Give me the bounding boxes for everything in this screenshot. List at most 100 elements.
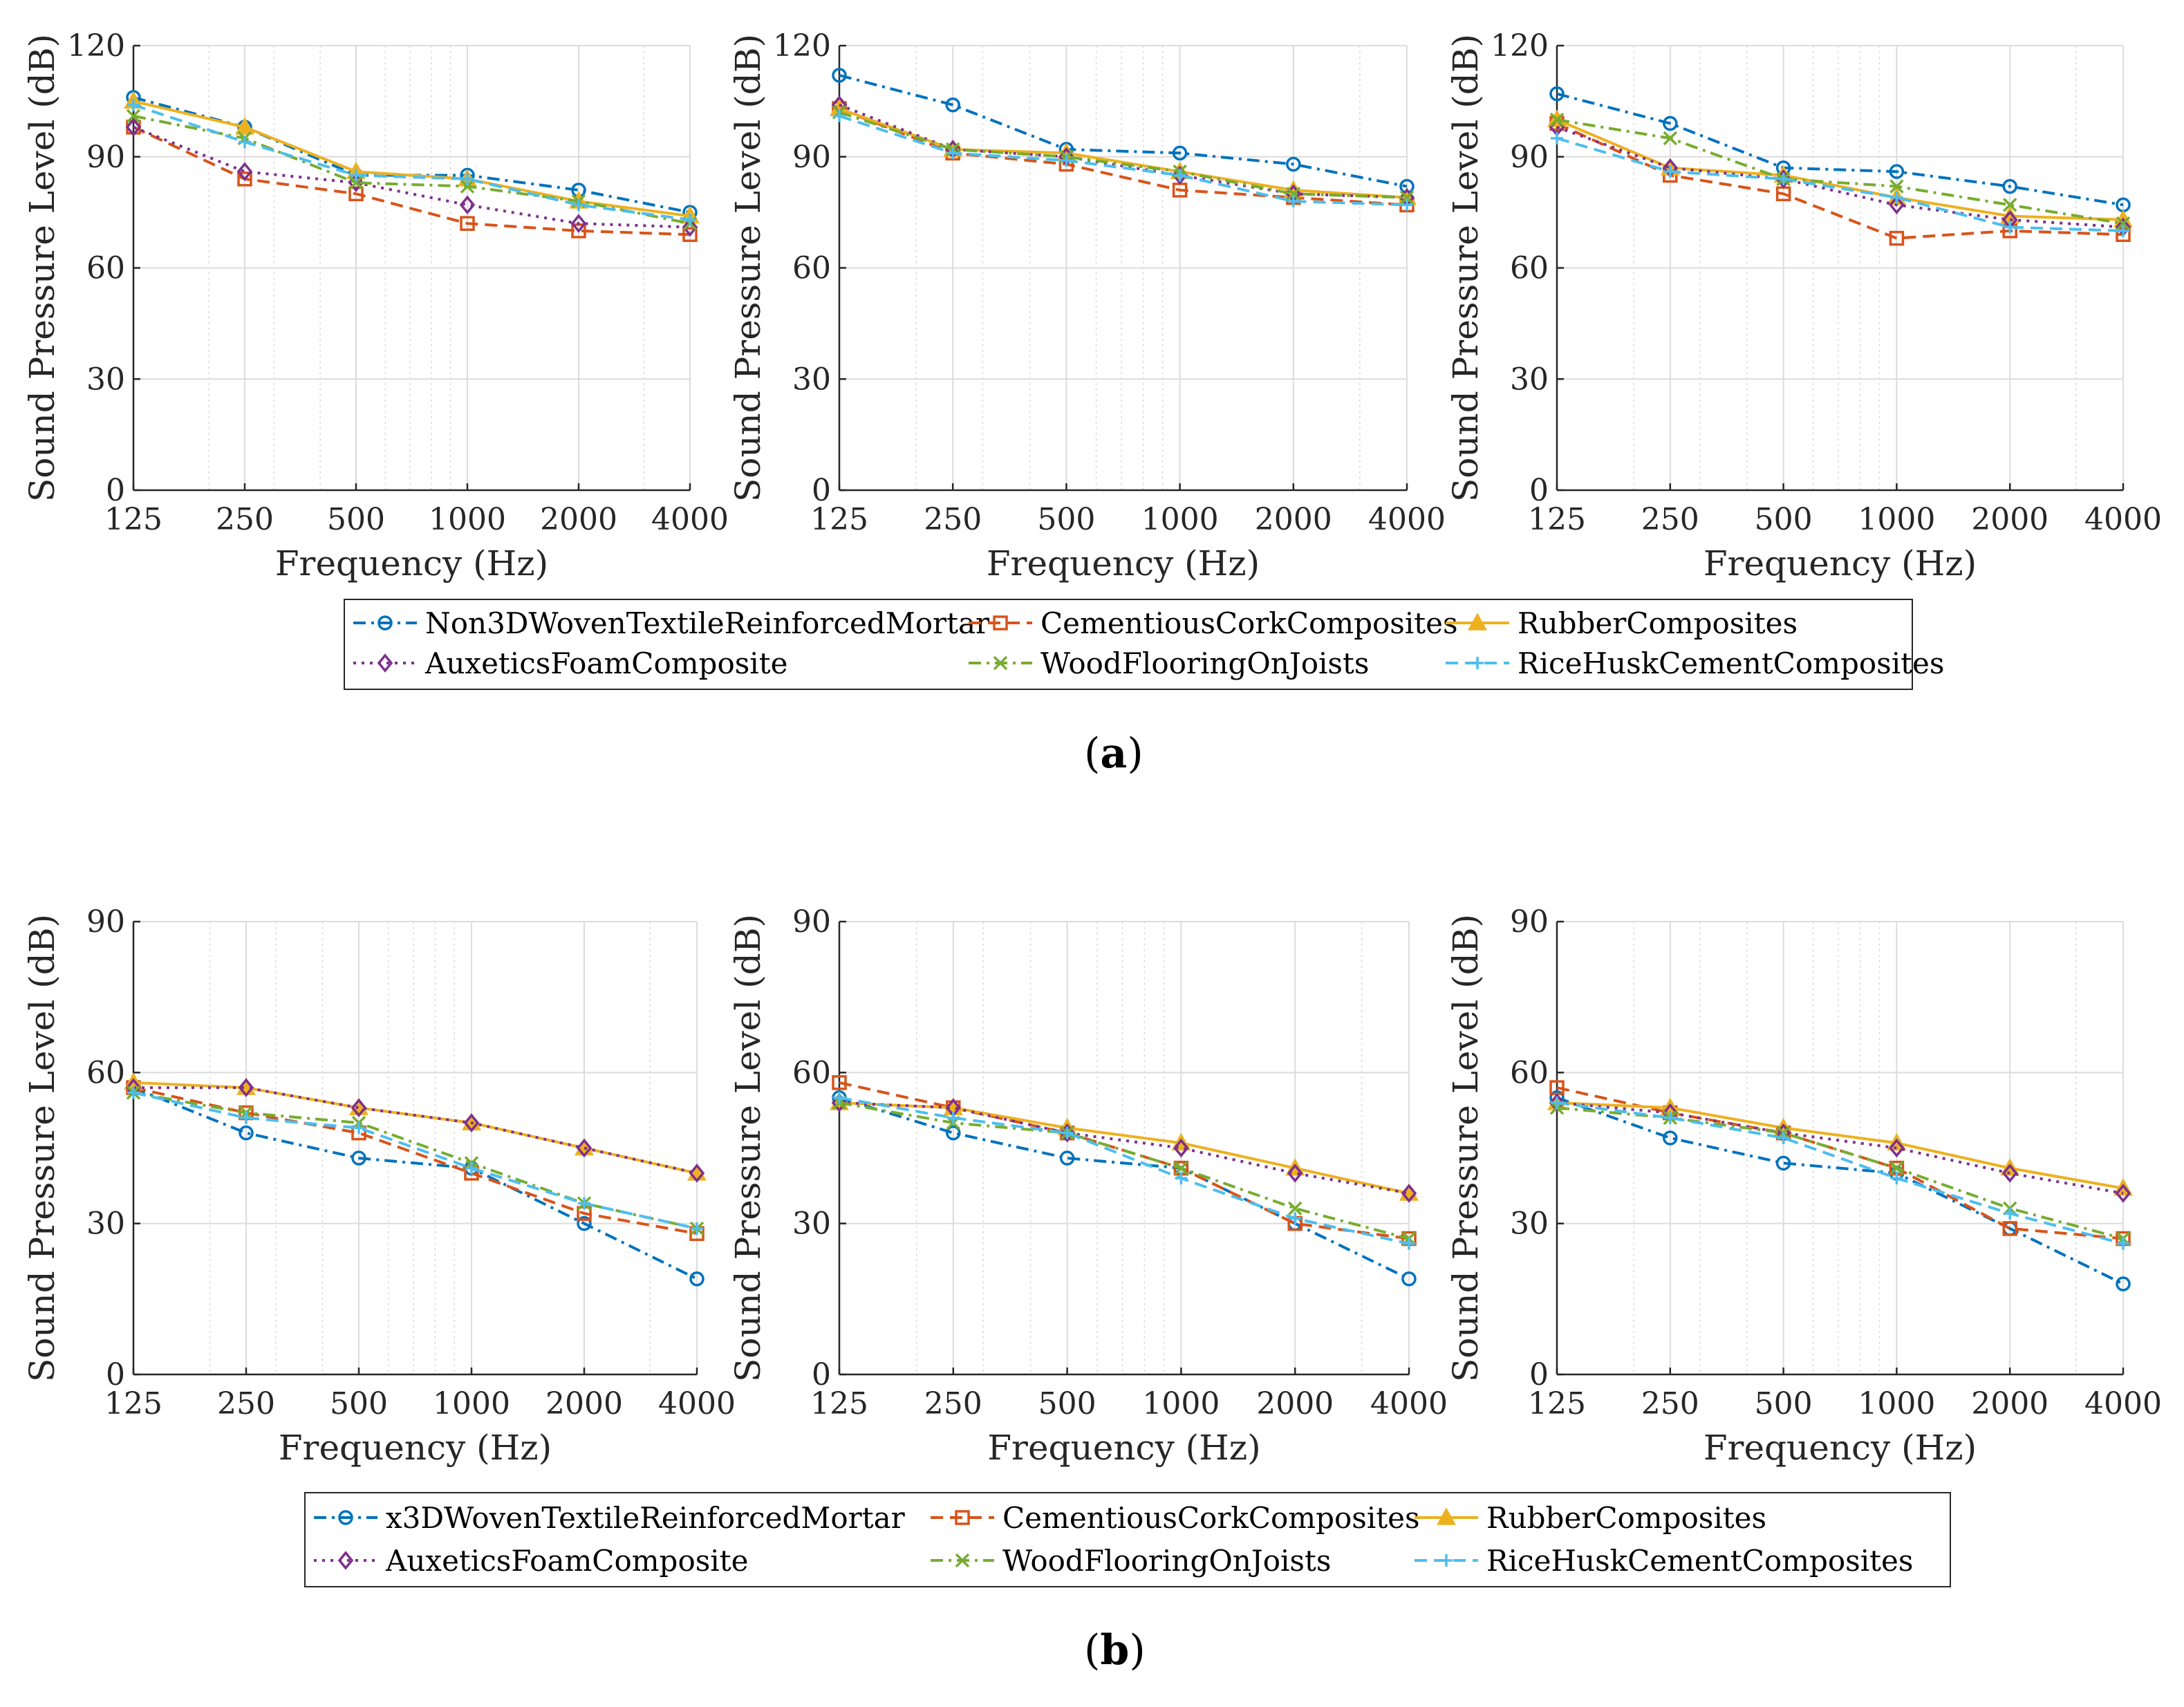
data-point — [2002, 198, 2017, 212]
legend-b-label-2: RubberComposites — [1486, 1500, 1767, 1535]
series-line — [839, 1096, 1410, 1280]
data-point — [1287, 1164, 1303, 1183]
data-point — [2116, 216, 2131, 231]
data-point — [577, 1215, 592, 1231]
data-point — [236, 162, 253, 181]
data-point — [684, 213, 696, 226]
y-tick-label: 0 — [1529, 1357, 1549, 1392]
x-axis-title: Frequency (Hz) — [1704, 1428, 1977, 1468]
series-5 — [127, 1086, 703, 1235]
data-point — [125, 118, 142, 137]
data-point — [2002, 1221, 2017, 1236]
data-point — [239, 1125, 254, 1141]
legend-a-swatch-2 — [1446, 613, 1509, 631]
y-tick-label: 60 — [792, 1055, 831, 1090]
series-line — [133, 1091, 698, 1230]
legend-b-swatch-3 — [314, 1551, 377, 1570]
panel-label-a-letter: a — [1100, 729, 1128, 778]
y-tick-label: 60 — [86, 251, 125, 286]
y-axis-title: Sound Pressure Level (dB) — [728, 34, 768, 502]
legend-a-item-3: AuxeticsFoamComposite — [351, 646, 787, 680]
panel-label-a: (a) — [1084, 729, 1144, 778]
series-0 — [1549, 1090, 2131, 1291]
x-axis-title: Frequency (Hz) — [987, 1428, 1260, 1468]
legend-swatch-marker — [338, 1510, 353, 1525]
x-tick-label: 4000 — [651, 502, 729, 537]
series-line — [133, 114, 691, 225]
data-point — [1551, 131, 1563, 144]
x-tick-label: 250 — [1641, 502, 1699, 537]
series-line — [133, 1086, 698, 1235]
legend-a-swatch-0 — [353, 615, 417, 631]
data-point — [832, 1075, 847, 1090]
legend-swatch-marker — [337, 1551, 354, 1570]
y-tick-label: 30 — [792, 362, 831, 397]
y-tick-label: 30 — [1510, 1206, 1549, 1242]
x-tick-label: 500 — [1038, 1386, 1096, 1421]
data-point — [1777, 172, 1790, 185]
data-point — [239, 136, 251, 149]
legend-a-label-3: AuxeticsFoamComposite — [425, 646, 788, 680]
data-point — [833, 1091, 846, 1104]
data-point — [1777, 1131, 1790, 1144]
series-1 — [126, 1080, 704, 1241]
series-0 — [126, 1080, 704, 1287]
x-tick-label: 250 — [217, 1386, 275, 1421]
series-line — [839, 114, 1408, 207]
legend-b-label-3: AuxeticsFoamComposite — [386, 1543, 749, 1578]
y-axis-title: Sound Pressure Level (dB) — [22, 914, 62, 1382]
legend-b-swatch-4 — [931, 1553, 994, 1568]
series-0 — [126, 90, 698, 220]
data-point — [946, 1111, 960, 1124]
series-3 — [125, 1078, 705, 1183]
x-tick-label: 125 — [810, 502, 868, 537]
chart-panel-a-3: 0 30 60 90 120 125 250 500 1000 2000 4000 Frequency… — [1446, 28, 2162, 584]
series-0 — [832, 68, 1415, 194]
chart-panel-b-3: 0 30 60 90 125 250 500 1000 2000 4000 Frequency (H… — [1446, 904, 2162, 1468]
legend-swatch-marker — [1468, 613, 1487, 631]
x-tick-label: 4000 — [2084, 502, 2162, 537]
data-point — [1663, 165, 1677, 178]
data-point — [689, 1271, 704, 1287]
data-point — [1403, 1237, 1415, 1250]
y-tick-label: 60 — [792, 251, 831, 286]
data-point — [351, 1150, 366, 1166]
legend-a-label-1: CementiousCorkComposites — [1040, 606, 1458, 640]
data-point — [127, 1086, 140, 1099]
data-point — [2117, 1237, 2129, 1250]
y-tick-label: 90 — [86, 904, 125, 940]
series-4 — [1549, 112, 2131, 231]
y-tick-label: 90 — [1510, 904, 1549, 940]
x-tick-label: 4000 — [658, 1386, 736, 1421]
legend-a-item-4: WoodFlooringOnJoists — [966, 646, 1369, 680]
data-point — [1287, 1201, 1303, 1216]
legend-swatch-marker — [955, 1553, 970, 1568]
legend-b-item-2: RubberComposites — [1412, 1500, 1766, 1535]
data-point — [2001, 1164, 2018, 1183]
data-point — [240, 1111, 252, 1124]
legend-swatch-marker — [1440, 1554, 1453, 1567]
data-point — [1173, 1138, 1189, 1158]
legend-a-item-0: Non3DWovenTextileReinforcedMortar — [351, 606, 989, 640]
y-tick-label: 0 — [1529, 473, 1549, 508]
series-1 — [1549, 115, 2131, 246]
x-tick-label: 1000 — [1858, 1386, 1935, 1421]
series-line — [133, 126, 691, 229]
legend-swatch-marker — [377, 615, 393, 631]
x-tick-label: 500 — [327, 502, 385, 537]
series-line — [1556, 122, 2124, 240]
series-line — [839, 111, 1408, 199]
chart-panel-a-2: 0 30 60 90 120 125 250 500 1000 2000 4000 Frequency… — [728, 28, 1446, 584]
legend-a-label-0: Non3DWovenTextileReinforcedMortar — [425, 606, 990, 640]
series-line — [1556, 1096, 2124, 1285]
x-tick-label: 500 — [1755, 502, 1813, 537]
data-point — [578, 1197, 590, 1210]
y-tick-label: 30 — [1510, 362, 1549, 397]
data-point — [1286, 156, 1301, 172]
data-point — [1399, 190, 1415, 205]
series-line — [1556, 137, 2124, 232]
x-tick-label: 500 — [330, 1386, 388, 1421]
legend-swatch-marker — [377, 653, 393, 673]
legend-swatch-marker — [955, 1510, 970, 1525]
legend-a-label-4: WoodFlooringOnJoists — [1040, 646, 1370, 680]
